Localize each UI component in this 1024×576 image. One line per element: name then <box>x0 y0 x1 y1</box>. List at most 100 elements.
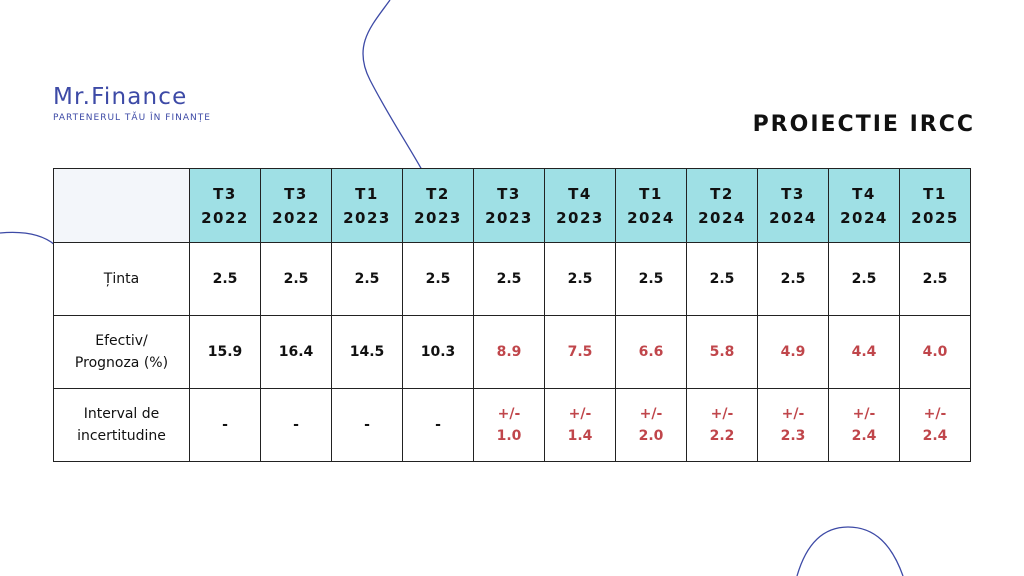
decor-curve-top <box>362 0 423 171</box>
actual-forecast-value: 10.3 <box>402 315 474 389</box>
uncertainty-prefix: - <box>435 417 441 433</box>
target-value: 2.5 <box>544 242 616 316</box>
period-quarter: T2 <box>426 184 450 203</box>
uncertainty-prefix: +/- <box>497 406 521 422</box>
uncertainty-prefix: +/- <box>852 406 876 422</box>
period-year: 2022 <box>201 208 249 227</box>
actual-forecast-value: 16.4 <box>260 315 332 389</box>
logo-tagline: PARTENERUL TĂU ÎN FINANȚE <box>53 113 211 123</box>
uncertainty-prefix: +/- <box>781 406 805 422</box>
actual-forecast-value: 4.9 <box>757 315 829 389</box>
period-header-9: T4 2024 <box>828 168 900 243</box>
target-value: 2.5 <box>615 242 687 316</box>
uncertainty-amount: 2.4 <box>922 428 948 444</box>
uncertainty-value: - <box>260 388 332 462</box>
projection-table: T3 2022 T3 2022 T1 2023 T2 2023 T3 2023 T4 2023 T1 20… <box>53 168 971 462</box>
period-year: 2024 <box>769 208 817 227</box>
logo-name: Mr.Finance <box>53 84 188 110</box>
table-corner-cell <box>53 168 190 243</box>
period-header-6: T1 2024 <box>615 168 687 243</box>
uncertainty-amount: 2.2 <box>709 428 735 444</box>
actual-forecast-value: 15.9 <box>189 315 261 389</box>
actual-forecast-value: 7.5 <box>544 315 616 389</box>
actual-forecast-value: 5.8 <box>686 315 758 389</box>
uncertainty-value: +/- 1.0 <box>473 388 545 462</box>
target-value: 2.5 <box>899 242 971 316</box>
period-year: 2024 <box>698 208 746 227</box>
period-header-10: T1 2025 <box>899 168 971 243</box>
brand-logo: Mr.Finance PARTENERUL TĂU ÎN FINANȚE <box>53 84 211 123</box>
table-header-row: T3 2022 T3 2022 T1 2023 T2 2023 T3 2023 T4 2023 T1 20… <box>53 168 971 243</box>
period-year: 2025 <box>911 208 959 227</box>
period-header-5: T4 2023 <box>544 168 616 243</box>
uncertainty-value: +/- 2.4 <box>828 388 900 462</box>
target-value: 2.5 <box>189 242 261 316</box>
period-quarter: T3 <box>284 184 308 203</box>
row-label-actual: Efectiv/ Prognoza (%) <box>53 315 190 389</box>
period-year: 2024 <box>627 208 675 227</box>
actual-forecast-value: 14.5 <box>331 315 403 389</box>
page-title: PROIECTIE IRCC <box>752 112 975 137</box>
actual-forecast-value: 6.6 <box>615 315 687 389</box>
period-header-2: T1 2023 <box>331 168 403 243</box>
target-value: 2.5 <box>473 242 545 316</box>
period-header-1: T3 2022 <box>260 168 332 243</box>
uncertainty-prefix: - <box>222 417 228 433</box>
period-header-0: T3 2022 <box>189 168 261 243</box>
period-quarter: T3 <box>781 184 805 203</box>
target-value: 2.5 <box>260 242 332 316</box>
period-quarter: T1 <box>639 184 663 203</box>
period-quarter: T3 <box>497 184 521 203</box>
uncertainty-prefix: - <box>293 417 299 433</box>
target-value: 2.5 <box>828 242 900 316</box>
uncertainty-prefix: - <box>364 417 370 433</box>
period-header-3: T2 2023 <box>402 168 474 243</box>
table-row-target: Ținta 2.5 2.5 2.5 2.5 2.5 2.5 2.5 2.5 2.5 2.5 2.5 <box>53 242 971 316</box>
uncertainty-prefix: +/- <box>639 406 663 422</box>
period-header-8: T3 2024 <box>757 168 829 243</box>
decor-curve-bottom <box>796 526 904 576</box>
uncertainty-value: +/- 1.4 <box>544 388 616 462</box>
row-label-uncertainty-line2: incertitudine <box>77 428 166 444</box>
uncertainty-prefix: +/- <box>710 406 734 422</box>
row-label-actual-line1: Efectiv/ <box>95 333 148 349</box>
period-header-4: T3 2023 <box>473 168 545 243</box>
uncertainty-value: +/- 2.2 <box>686 388 758 462</box>
uncertainty-value: - <box>402 388 474 462</box>
period-quarter: T4 <box>568 184 592 203</box>
actual-forecast-value: 4.0 <box>899 315 971 389</box>
uncertainty-amount: 2.0 <box>638 428 664 444</box>
table-row-uncertainty: Interval de incertitudine - - - - +/- 1.0 +/- 1… <box>53 388 971 462</box>
row-label-target: Ținta <box>53 242 190 316</box>
row-label-actual-line2: Prognoza (%) <box>74 355 169 371</box>
period-quarter: T1 <box>923 184 947 203</box>
target-value: 2.5 <box>686 242 758 316</box>
period-year: 2023 <box>414 208 462 227</box>
period-quarter: T1 <box>355 184 379 203</box>
uncertainty-value: +/- 2.3 <box>757 388 829 462</box>
period-year: 2022 <box>272 208 320 227</box>
uncertainty-amount: 2.3 <box>780 428 806 444</box>
target-value: 2.5 <box>402 242 474 316</box>
uncertainty-value: - <box>189 388 261 462</box>
period-quarter: T3 <box>213 184 237 203</box>
uncertainty-amount: 1.4 <box>567 428 593 444</box>
row-label-target-text: Ținta <box>103 271 140 287</box>
uncertainty-value: - <box>331 388 403 462</box>
target-value: 2.5 <box>757 242 829 316</box>
target-value: 2.5 <box>331 242 403 316</box>
uncertainty-amount: 2.4 <box>851 428 877 444</box>
uncertainty-amount: 1.0 <box>496 428 522 444</box>
period-quarter: T4 <box>852 184 876 203</box>
period-header-7: T2 2024 <box>686 168 758 243</box>
uncertainty-prefix: +/- <box>923 406 947 422</box>
decor-curve-left <box>0 231 56 246</box>
actual-forecast-value: 8.9 <box>473 315 545 389</box>
period-year: 2023 <box>556 208 604 227</box>
table-row-actual: Efectiv/ Prognoza (%) 15.9 16.4 14.5 10.3 8.… <box>53 315 971 389</box>
period-year: 2023 <box>485 208 533 227</box>
period-year: 2024 <box>840 208 888 227</box>
period-quarter: T2 <box>710 184 734 203</box>
uncertainty-value: +/- 2.0 <box>615 388 687 462</box>
